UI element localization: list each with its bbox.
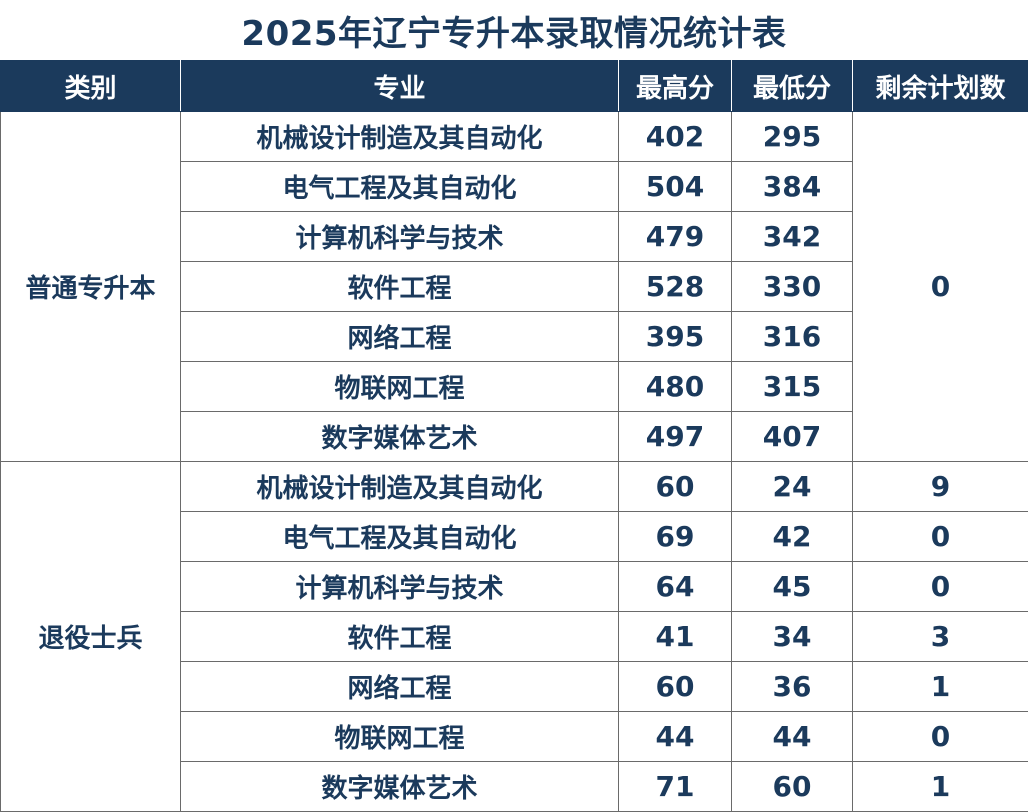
major-cell: 计算机科学与技术	[181, 212, 619, 262]
table-header-row: 类别 专业 最高分 最低分 剩余计划数	[1, 61, 1028, 112]
lowest-score-cell: 384	[732, 162, 853, 212]
header-highest: 最高分	[619, 61, 732, 112]
major-cell: 电气工程及其自动化	[181, 512, 619, 562]
table-row: 退役士兵 机械设计制造及其自动化 60 24 9	[1, 462, 1028, 512]
lowest-score-cell: 316	[732, 312, 853, 362]
remaining-plan-cell: 1	[853, 662, 1028, 712]
major-cell: 数字媒体艺术	[181, 412, 619, 462]
major-cell: 计算机科学与技术	[181, 562, 619, 612]
header-major: 专业	[181, 61, 619, 112]
highest-score-cell: 395	[619, 312, 732, 362]
major-cell: 网络工程	[181, 662, 619, 712]
lowest-score-cell: 407	[732, 412, 853, 462]
lowest-score-cell: 295	[732, 112, 853, 162]
major-cell: 物联网工程	[181, 712, 619, 762]
remaining-plan-cell: 0	[853, 112, 1028, 462]
highest-score-cell: 69	[619, 512, 732, 562]
major-cell: 软件工程	[181, 612, 619, 662]
lowest-score-cell: 330	[732, 262, 853, 312]
lowest-score-cell: 45	[732, 562, 853, 612]
lowest-score-cell: 315	[732, 362, 853, 412]
remaining-plan-cell: 1	[853, 762, 1028, 812]
highest-score-cell: 528	[619, 262, 732, 312]
highest-score-cell: 504	[619, 162, 732, 212]
highest-score-cell: 60	[619, 462, 732, 512]
major-cell: 数字媒体艺术	[181, 762, 619, 812]
lowest-score-cell: 342	[732, 212, 853, 262]
header-remaining: 剩余计划数	[853, 61, 1028, 112]
lowest-score-cell: 34	[732, 612, 853, 662]
table-row: 普通专升本 机械设计制造及其自动化 402 295 0	[1, 112, 1028, 162]
page-title: 2025年辽宁专升本录取情况统计表	[0, 0, 1028, 60]
highest-score-cell: 480	[619, 362, 732, 412]
highest-score-cell: 402	[619, 112, 732, 162]
major-cell: 物联网工程	[181, 362, 619, 412]
major-cell: 机械设计制造及其自动化	[181, 112, 619, 162]
highest-score-cell: 479	[619, 212, 732, 262]
lowest-score-cell: 24	[732, 462, 853, 512]
remaining-plan-cell: 0	[853, 512, 1028, 562]
category-cell: 退役士兵	[1, 462, 181, 812]
major-cell: 机械设计制造及其自动化	[181, 462, 619, 512]
highest-score-cell: 64	[619, 562, 732, 612]
category-cell: 普通专升本	[1, 112, 181, 462]
highest-score-cell: 497	[619, 412, 732, 462]
lowest-score-cell: 60	[732, 762, 853, 812]
major-cell: 电气工程及其自动化	[181, 162, 619, 212]
remaining-plan-cell: 0	[853, 712, 1028, 762]
highest-score-cell: 71	[619, 762, 732, 812]
lowest-score-cell: 42	[732, 512, 853, 562]
highest-score-cell: 60	[619, 662, 732, 712]
lowest-score-cell: 44	[732, 712, 853, 762]
major-cell: 网络工程	[181, 312, 619, 362]
highest-score-cell: 41	[619, 612, 732, 662]
major-cell: 软件工程	[181, 262, 619, 312]
remaining-plan-cell: 3	[853, 612, 1028, 662]
remaining-plan-cell: 0	[853, 562, 1028, 612]
remaining-plan-cell: 9	[853, 462, 1028, 512]
header-lowest: 最低分	[732, 61, 853, 112]
admission-stats-table: 类别 专业 最高分 最低分 剩余计划数 普通专升本 机械设计制造及其自动化 40…	[0, 60, 1028, 812]
header-category: 类别	[1, 61, 181, 112]
lowest-score-cell: 36	[732, 662, 853, 712]
highest-score-cell: 44	[619, 712, 732, 762]
